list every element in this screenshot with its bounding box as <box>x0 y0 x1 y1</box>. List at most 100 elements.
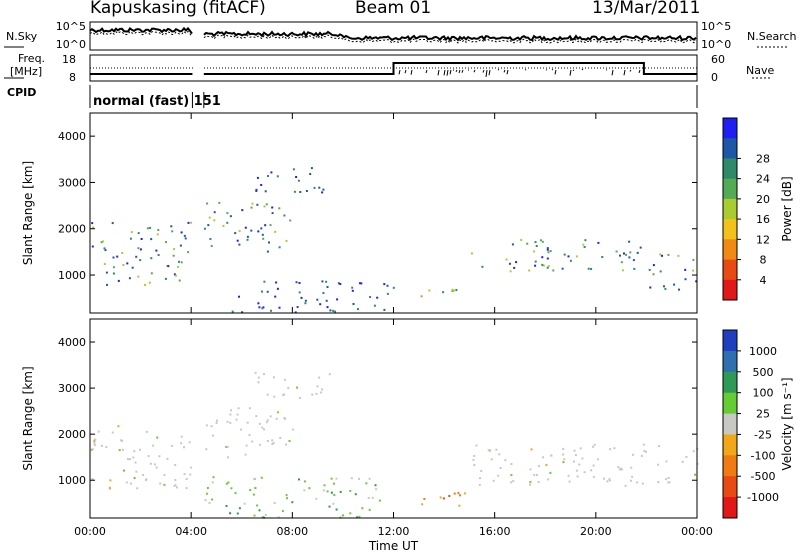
power-cell <box>260 227 263 230</box>
power-cell <box>130 231 133 234</box>
power-cell <box>173 273 176 276</box>
power-cell <box>534 264 537 267</box>
velocity-cell <box>326 490 329 493</box>
power-cell <box>276 175 279 178</box>
velocity-cell <box>473 464 476 466</box>
time-tick-label: 16:00 <box>479 525 511 538</box>
power-colorbar-segment <box>723 219 737 240</box>
power-cell <box>278 246 281 249</box>
velocity-cell <box>120 439 123 442</box>
power-cell <box>261 290 263 293</box>
velocity-colorbar-label: -25 <box>754 428 772 441</box>
power-cell <box>322 188 325 191</box>
power-cell <box>392 286 395 289</box>
velocity-cell <box>97 430 100 433</box>
velocity-colorbar-label: 25 <box>756 408 770 421</box>
power-cell <box>649 286 652 289</box>
power-cell <box>509 270 512 273</box>
power-cell <box>173 248 176 251</box>
power-cell <box>304 302 307 305</box>
power-cell <box>171 230 174 233</box>
power-cell <box>257 302 260 305</box>
power-cell <box>139 248 142 251</box>
power-cell <box>332 309 335 312</box>
power-cell <box>266 290 269 293</box>
power-cell <box>255 189 258 192</box>
power-cell <box>386 284 389 287</box>
power-cell <box>511 243 514 246</box>
velocity-cell <box>354 493 357 496</box>
power-cell <box>621 269 624 272</box>
power-cell <box>250 206 253 209</box>
power-cell <box>663 285 665 288</box>
velocity-cell <box>291 501 294 504</box>
velocity-cell <box>479 477 481 480</box>
power-cell <box>174 274 177 277</box>
power-y-axis-label: Slant Range [km] <box>21 161 35 265</box>
velocity-cell <box>240 428 243 431</box>
power-cell <box>226 221 229 224</box>
power-ytick-label: 1000 <box>58 269 86 282</box>
velocity-cell <box>225 446 228 448</box>
velocity-cell <box>139 448 141 451</box>
power-cell <box>636 251 639 254</box>
velocity-cell <box>574 454 577 456</box>
velocity-cell <box>93 440 96 443</box>
velocity-cell <box>423 498 426 500</box>
power-cell <box>278 207 281 210</box>
power-cell <box>263 280 266 283</box>
power-cell <box>601 256 604 258</box>
power-cell <box>321 191 324 194</box>
power-cell <box>271 212 274 215</box>
power-cell <box>167 265 170 268</box>
velocity-cell <box>530 448 533 451</box>
power-cell <box>250 229 253 232</box>
power-cell <box>520 239 523 241</box>
velocity-cell <box>91 478 94 481</box>
velocity-colorbar-frame <box>722 329 738 519</box>
velocity-cell <box>608 479 611 482</box>
power-cell <box>267 175 269 177</box>
power-cell <box>684 278 687 281</box>
velocity-cell <box>533 474 536 476</box>
power-cell <box>144 283 146 286</box>
velocity-cell <box>694 473 697 476</box>
velocity-colorbar-label: 100 <box>753 387 774 400</box>
velocity-cell <box>275 417 278 420</box>
power-cell <box>213 219 216 222</box>
power-cell <box>104 249 107 252</box>
power-colorbar-label: 16 <box>756 213 770 226</box>
power-cell <box>150 272 153 275</box>
power-cell <box>231 310 234 313</box>
velocity-cell <box>576 475 579 478</box>
velocity-cell <box>257 381 260 384</box>
velocity-cell <box>285 443 288 446</box>
power-cell <box>246 238 249 241</box>
velocity-cell <box>255 415 258 418</box>
power-cell <box>128 277 131 280</box>
velocity-cell <box>149 462 152 465</box>
power-cell <box>546 248 549 251</box>
power-cell <box>263 205 266 208</box>
velocity-cell <box>448 495 451 497</box>
velocity-cell <box>318 376 321 379</box>
velocity-cell <box>562 447 565 450</box>
velocity-cell <box>93 444 96 447</box>
velocity-cell <box>631 475 634 478</box>
power-cell <box>583 246 586 248</box>
power-cell <box>166 264 169 267</box>
noise-search-trace <box>89 30 697 44</box>
power-cell <box>204 227 206 230</box>
velocity-cell <box>328 505 331 508</box>
power-cell <box>326 286 329 288</box>
power-cell <box>352 303 355 305</box>
power-cell <box>156 233 159 236</box>
power-cell <box>652 273 655 276</box>
power-cell <box>515 261 518 264</box>
nave-tick-high: 60 <box>711 53 725 66</box>
velocity-cell <box>155 466 158 469</box>
power-cell <box>271 206 274 209</box>
beam-title: Beam 01 <box>355 0 432 18</box>
velocity-cell <box>333 482 335 485</box>
velocity-cell <box>260 476 263 479</box>
